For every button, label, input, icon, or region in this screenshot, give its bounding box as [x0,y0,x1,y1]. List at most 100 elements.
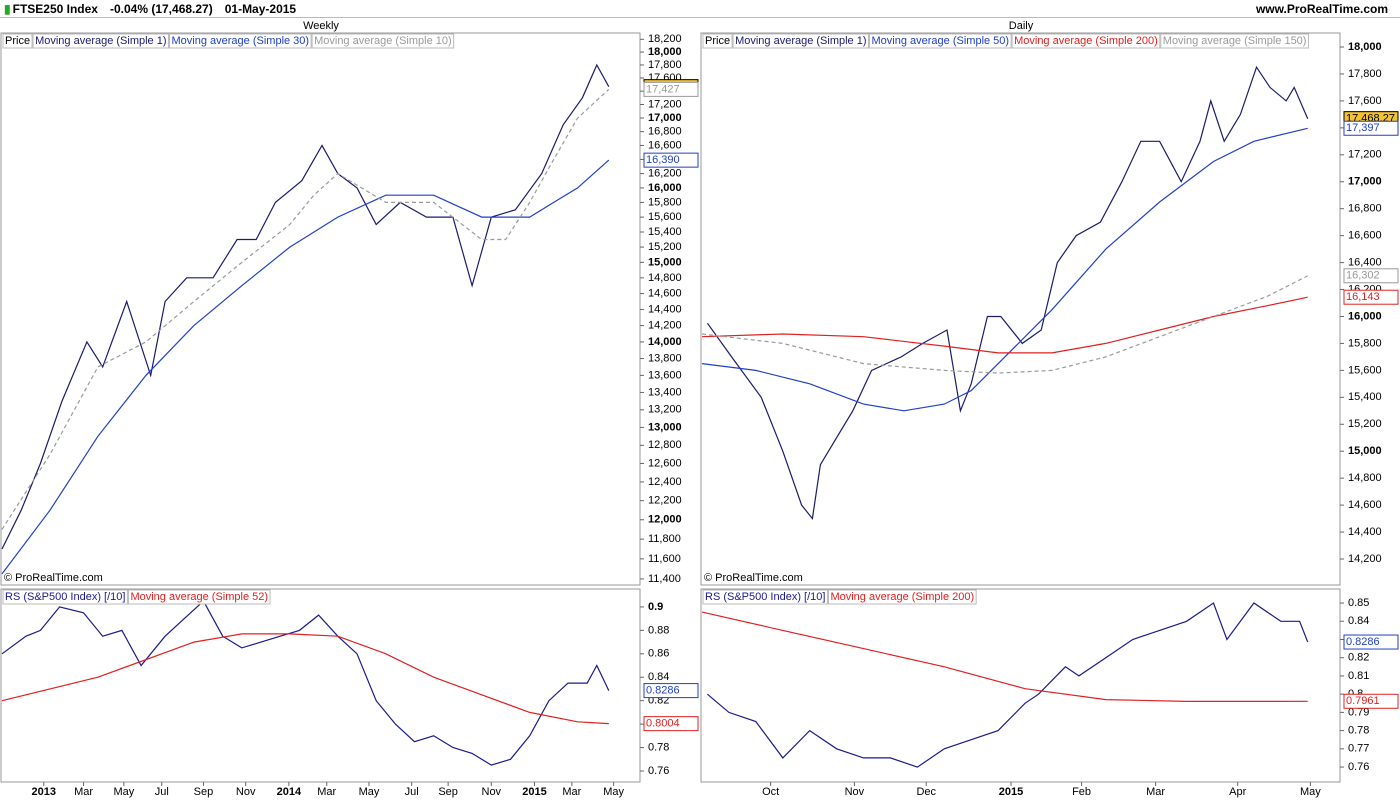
value-tag [643,81,699,97]
y-tick-label: 13,000 [648,421,682,433]
y-tick-label: 16,400 [1348,256,1382,268]
series-line [701,127,1308,412]
y-tick-label: 12,600 [648,457,682,469]
y-tick-label: 14,000 [648,336,682,348]
value-tag [643,716,699,732]
y-tick-label: 0.78 [648,741,669,753]
panel-frame [0,32,641,586]
y-tick-label: 0.84 [1348,615,1369,627]
watermark: © ProRealTime.com [4,572,103,584]
value-tag-label: 0.7961 [1346,695,1380,707]
series-line [701,296,1308,354]
x-tick-label: Mar [1146,786,1165,798]
x-tick-label: Sep [194,786,214,798]
y-tick-label: 0.82 [1348,652,1369,664]
y-tick-label: 18,200 [648,33,682,45]
legend-item: Moving average (Simple 150) [1163,35,1307,47]
y-tick-label: 14,800 [648,272,682,284]
y-tick-label: 0.76 [648,765,669,777]
x-tick-label: May [359,786,380,798]
y-tick-label: 16,600 [648,139,682,151]
legend-box [702,589,828,605]
y-tick-label: 14,200 [648,319,682,331]
series-line [1,600,610,766]
y-tick-label: 15,200 [1348,418,1382,430]
legend-box [702,33,733,49]
y-tick-label: 14,400 [648,303,682,315]
y-tick-label: 15,200 [648,241,682,253]
legend-item: Moving average (Simple 200) [1014,35,1158,47]
series-line [706,65,1309,521]
symbol: FTSE250 Index [12,2,98,16]
legend-item: Moving average (Simple 1) [735,35,866,47]
panel-title: Daily [1009,20,1034,32]
legend-price: Price [705,35,730,47]
y-tick-label: 13,400 [648,386,682,398]
header: ▮ FTSE250 Index -0.04% (17,468.27) 01-May-2… [0,0,1400,18]
y-tick-label: 15,600 [648,211,682,223]
y-tick-label: 16,000 [648,182,682,194]
panel-frame [700,32,1341,586]
x-tick-label: May [113,786,134,798]
x-tick-label: Nov [845,786,865,798]
y-tick-label: 17,600 [1348,95,1382,107]
legend-item: RS (S&P500 Index) [/10] [5,591,125,603]
y-tick-label: 17,200 [648,98,682,110]
y-tick-label: 0.86 [648,648,669,660]
legend-box [2,589,128,605]
legend-item: Moving average (Simple 50) [872,35,1010,47]
series-line [701,275,1308,374]
legend-box [869,33,1012,49]
value-tag [1343,634,1399,650]
y-tick-label: 13,800 [648,352,682,364]
series-line [701,611,1308,702]
y-tick-label: 0.78 [1348,725,1369,737]
y-tick-label: 0.79 [1348,706,1369,718]
x-tick-label: Dec [916,786,936,798]
y-tick-label: 11,600 [648,553,681,565]
x-tick-label: May [1300,786,1321,798]
x-tick-label: Nov [236,786,256,798]
y-tick-label: 14,200 [1348,553,1382,565]
y-tick-label: 15,800 [1348,337,1382,349]
series-line [1,633,609,725]
legend-box [32,33,170,49]
value-tag [1343,289,1399,305]
y-tick-label: 15,000 [1348,445,1382,457]
series-line [1,159,610,575]
x-tick-label: 2014 [277,786,302,798]
legend-box [1011,33,1161,49]
y-tick-label: 18,000 [648,46,682,58]
x-tick-label: Feb [1072,786,1091,798]
x-tick-label: Nov [482,786,502,798]
y-tick-label: 17,800 [648,59,682,71]
y-tick-label: 0.9 [648,601,663,613]
y-tick-label: 14,400 [1348,526,1382,538]
legend-item: Moving average (Simple 30) [172,35,310,47]
y-tick-label: 17,200 [1348,149,1382,161]
x-tick-label: Jul [405,786,419,798]
value-tag [1343,693,1399,709]
y-tick-label: 11,400 [648,573,681,585]
y-tick-label: 12,000 [648,514,682,526]
legend-box [827,589,977,605]
x-tick-label: Mar [74,786,93,798]
x-tick-label: Jul [155,786,169,798]
series-line [707,602,1309,768]
y-tick-label: 17,000 [648,112,682,124]
value-tag-label: 16,143 [1346,291,1380,303]
legend-box [127,589,271,605]
y-tick-label: 17,000 [1348,176,1382,188]
y-tick-label: 18,000 [1348,41,1382,53]
y-tick-label: 16,200 [648,167,682,179]
x-tick-label: Sep [438,786,458,798]
legend-item: Moving average (Simple 52) [130,591,268,603]
legend-box [732,33,870,49]
legend-box [169,33,312,49]
y-tick-label: 16,800 [648,126,682,138]
y-tick-label: 15,600 [1348,364,1382,376]
x-tick-label: 2013 [31,786,55,798]
x-tick-label: Apr [1229,786,1246,798]
